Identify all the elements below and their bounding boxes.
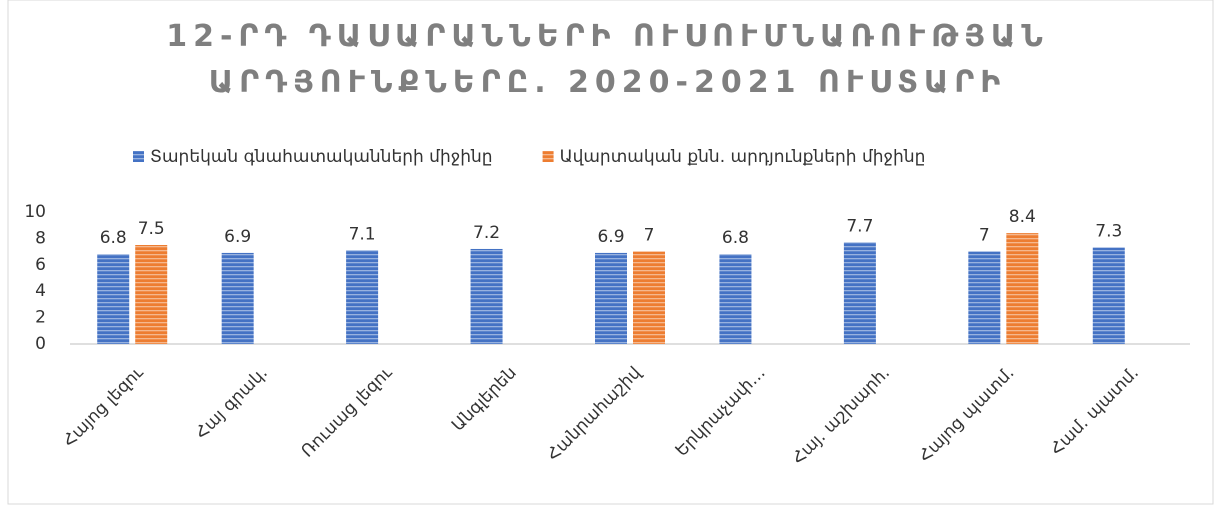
bar	[97, 254, 130, 344]
bar	[968, 251, 1001, 344]
data-label: 7.2	[473, 223, 500, 243]
x-tick-label: Հայ գրակ.	[192, 363, 272, 443]
y-tick-label: 8	[35, 228, 46, 248]
data-label: 7.7	[846, 216, 873, 236]
bar	[633, 251, 665, 344]
x-tick-label: Ռուսաց լեզու	[298, 362, 397, 461]
data-label: 6.9	[224, 227, 251, 247]
legend-label: Տարեկան գնահատականների միջինը	[150, 147, 493, 167]
legend-swatch	[542, 151, 554, 162]
x-tick-label: Հանրահաշիվ	[543, 363, 645, 465]
data-label: 7.5	[138, 219, 165, 239]
data-label: 6.8	[100, 228, 127, 248]
data-label: 6.8	[722, 228, 749, 248]
legend-swatch	[133, 151, 144, 162]
legend-label: Ավարտական քնն. արդյունքների միջինը	[560, 147, 926, 167]
x-tick-label: Հայոց պատմ.	[915, 363, 1018, 466]
x-tick-label: Անգլերեն	[448, 363, 521, 436]
chart-border	[7, 0, 1214, 505]
x-tick-label: Երկրաչափ…	[672, 363, 770, 461]
data-label: 7.1	[349, 224, 376, 244]
data-label: 6.9	[597, 227, 624, 247]
chart-title: 12-ՐԴ ԴԱՍԱՐԱՆՆԵՐԻ ՈՒՍՈՒՄՆԱՌՈՒԹՅԱՆ ԱՐԴՅՈՒ…	[166, 19, 1049, 100]
y-tick-label: 0	[35, 334, 46, 354]
y-tick-label: 4	[35, 281, 46, 301]
bar	[135, 245, 168, 344]
data-label: 7	[979, 226, 990, 246]
bar	[1092, 247, 1125, 344]
bar	[470, 248, 503, 344]
data-label: 7.3	[1095, 222, 1122, 242]
bar	[221, 252, 254, 344]
bar	[595, 252, 627, 344]
y-tick-label: 10	[24, 202, 46, 222]
data-label: 7	[644, 226, 655, 246]
bar	[346, 250, 379, 344]
bar	[843, 242, 876, 344]
y-tick-label: 6	[35, 255, 46, 275]
x-tick-label: Հայոց լեզու	[59, 363, 148, 452]
y-tick-label: 2	[35, 308, 46, 328]
x-tick-label: Հայ. աշխարհ.	[788, 363, 894, 469]
data-label: 8.4	[1009, 207, 1036, 227]
bar	[719, 254, 752, 344]
bar	[1006, 233, 1039, 344]
x-tick-label: Համ. պատմ.	[1047, 363, 1143, 459]
